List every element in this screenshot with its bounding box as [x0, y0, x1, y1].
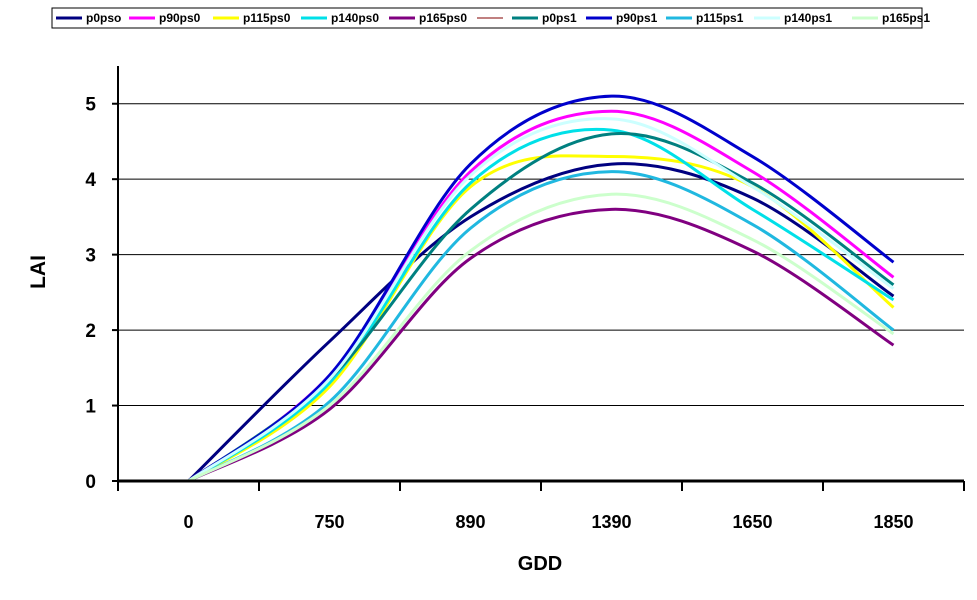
legend-label: p90ps0: [159, 11, 201, 25]
legend-item: p165ps0: [389, 11, 467, 25]
legend-label: p0pso: [86, 11, 121, 25]
series-line-p90ps0: [187, 109, 895, 483]
legend-item: p90ps0: [129, 11, 201, 25]
y-tick-label: 2: [85, 321, 96, 342]
x-tick-label: 1850: [873, 512, 913, 532]
y-tick-label: 1: [85, 397, 96, 418]
series-lines: [187, 94, 895, 483]
y-tick-label: 5: [85, 95, 96, 116]
x-tick-label: 1650: [732, 512, 772, 532]
legend: p0pso p90ps0 p115ps0 p140ps0 p165ps0 p0ps1 p90…: [51, 7, 930, 29]
series-line-p90ps1: [187, 94, 895, 483]
legend-label: p115ps0: [243, 11, 291, 25]
y-tick-label: 0: [85, 472, 96, 493]
legend-label: p165ps1: [882, 11, 930, 25]
legend-label: p115ps1: [696, 11, 744, 25]
legend-label: p140ps0: [331, 11, 379, 25]
x-tick-label: 0: [183, 512, 193, 532]
axes: 0 1 2 3 4 5 0 750 890 1390 1650 1850: [85, 66, 965, 532]
legend-item: p115ps0: [213, 11, 291, 25]
legend-item: p165ps1: [852, 11, 930, 25]
series-line-p165ps0: [187, 207, 895, 483]
legend-label: p165ps0: [419, 11, 467, 25]
legend-item: p140ps1: [754, 11, 832, 25]
series-line-p140ps0: [187, 127, 895, 483]
legend-label: p140ps1: [784, 11, 832, 25]
legend-item: p90ps1: [586, 11, 658, 25]
y-tick-label: 4: [85, 170, 96, 191]
legend-item: p140ps0: [301, 11, 379, 25]
series-line-p165ps1: [187, 192, 895, 483]
x-tick-label: 750: [314, 512, 344, 532]
legend-item: p0pso: [56, 11, 121, 25]
legend-item: p0ps1: [512, 11, 577, 25]
series-line-p140ps1: [187, 117, 895, 483]
y-axis-label: LAI: [27, 255, 50, 289]
series-line-p115ps1: [187, 170, 895, 483]
series-line-p0pso: [187, 162, 895, 483]
legend-item: p115ps1: [666, 11, 744, 25]
x-axis-label: GDD: [518, 553, 562, 575]
legend-label: p0ps1: [542, 11, 577, 25]
x-tick-label: 890: [455, 512, 485, 532]
legend-label: p90ps1: [616, 11, 658, 25]
x-tick-label: 1390: [591, 512, 631, 532]
y-tick-label: 3: [85, 246, 96, 267]
